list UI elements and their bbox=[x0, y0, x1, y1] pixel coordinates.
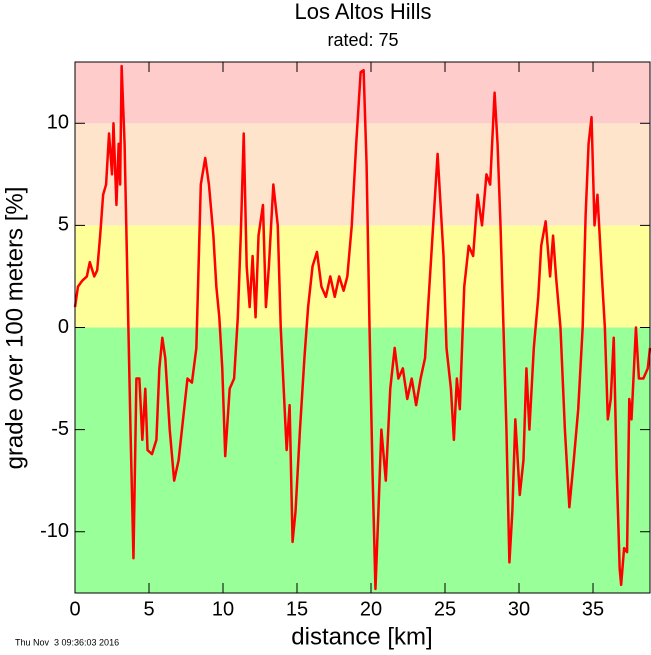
band bbox=[75, 225, 650, 328]
x-tick-label: 30 bbox=[508, 598, 530, 620]
y-tick-label: 10 bbox=[47, 112, 69, 134]
timestamp: Thu Nov 3 09:36:03 2016 bbox=[15, 637, 119, 647]
x-tick-label: 20 bbox=[360, 598, 382, 620]
x-tick-label: 25 bbox=[434, 598, 456, 620]
band bbox=[75, 123, 650, 226]
x-axis-label: distance [km] bbox=[291, 623, 432, 650]
y-tick-label: 5 bbox=[58, 214, 69, 236]
x-tick-label: 0 bbox=[69, 598, 80, 620]
y-tick-label: -10 bbox=[40, 520, 69, 542]
x-tick-label: 35 bbox=[582, 598, 604, 620]
chart-title: Los Altos Hills bbox=[295, 0, 432, 24]
y-tick-label: -5 bbox=[51, 418, 69, 440]
chart-subtitle: rated: 75 bbox=[327, 30, 398, 50]
y-tick-label: 0 bbox=[58, 316, 69, 338]
x-tick-label: 10 bbox=[212, 598, 234, 620]
line bbox=[73, 64, 651, 591]
band bbox=[75, 327, 650, 593]
x-tick-label: 5 bbox=[143, 598, 154, 620]
y-axis-label: grade over 100 meters [%] bbox=[1, 187, 28, 470]
x-tick-label: 15 bbox=[286, 598, 308, 620]
